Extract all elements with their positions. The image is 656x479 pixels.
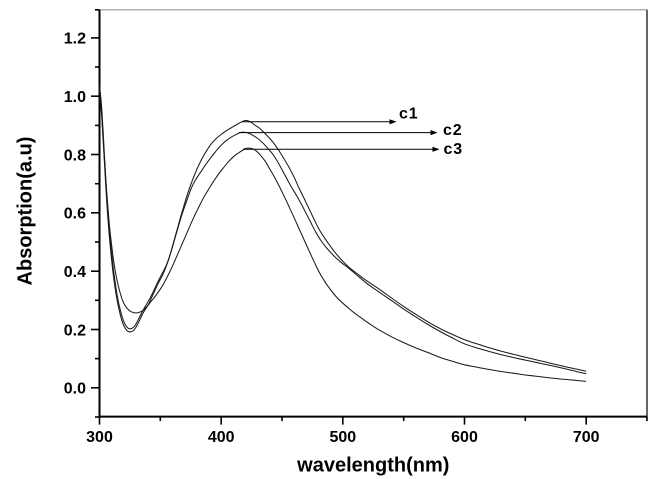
svg-text:1.2: 1.2: [64, 31, 86, 48]
svg-text:0.0: 0.0: [64, 381, 86, 398]
svg-text:0.6: 0.6: [64, 206, 86, 223]
svg-text:c3: c3: [444, 141, 463, 158]
svg-text:c1: c1: [399, 106, 418, 123]
svg-text:c2: c2: [443, 122, 462, 139]
svg-text:0.8: 0.8: [64, 147, 86, 164]
svg-text:0.2: 0.2: [64, 322, 86, 339]
svg-text:1.0: 1.0: [64, 89, 86, 106]
svg-text:400: 400: [208, 429, 235, 446]
svg-text:Absorption(a.u): Absorption(a.u): [15, 137, 37, 286]
svg-text:600: 600: [451, 429, 478, 446]
svg-text:500: 500: [329, 429, 356, 446]
svg-text:700: 700: [573, 429, 600, 446]
svg-text:0.4: 0.4: [64, 264, 86, 281]
svg-text:300: 300: [86, 429, 113, 446]
svg-text:wavelength(nm): wavelength(nm): [296, 455, 449, 477]
